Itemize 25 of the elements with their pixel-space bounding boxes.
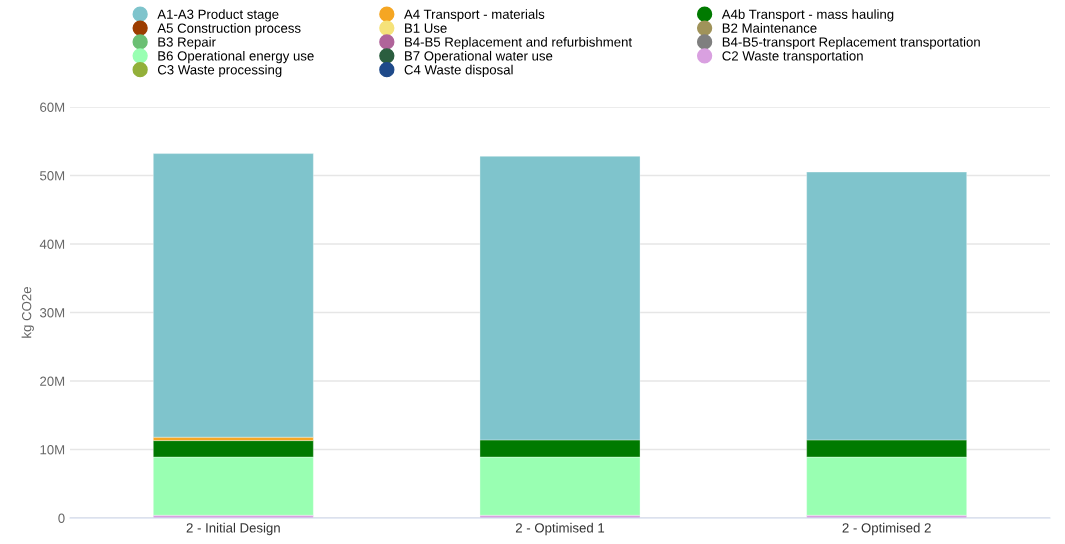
y-tick-label: 20M	[40, 376, 65, 386]
legend-label: B4-B5-transport Replacement transportation	[722, 37, 980, 50]
y-axis-title: kg CO2e	[21, 287, 34, 338]
legend-label: C2 Waste transportation	[722, 50, 863, 64]
x-tick-label: 2 - Initial Design	[186, 522, 280, 536]
legend-label: A4 Transport - materials	[404, 9, 545, 22]
legend-label: A4b Transport - mass hauling	[721, 9, 894, 22]
legend-label: B7 Operational water use	[405, 50, 553, 64]
legend-label: B1 Use	[405, 23, 447, 33]
y-tick-label: 60M	[40, 102, 65, 112]
legend-label: B3 Repair	[158, 37, 216, 50]
legend-label: B4-B5 Replacement and refurbishment	[405, 37, 632, 50]
x-tick-label: 2 - Optimised 1	[515, 522, 605, 536]
legend-label: A1-A3 Product stage	[157, 9, 279, 22]
legend-label: B2 Maintenance	[722, 23, 817, 33]
y-tick-label: 10M	[40, 445, 65, 455]
legend-label: A5 Construction process	[157, 23, 301, 36]
legend-label: C4 Waste disposal	[404, 64, 513, 78]
legend-label: B6 Operational energy use	[158, 50, 314, 64]
y-tick-label: 0	[58, 513, 65, 523]
y-tick-label: 40M	[39, 239, 65, 249]
x-tick-label: 2 - Optimised 2	[842, 522, 931, 536]
y-tick-label: 30M	[39, 308, 65, 318]
y-tick-label: 50M	[40, 171, 65, 181]
legend-label: C3 Waste processing	[157, 64, 282, 78]
